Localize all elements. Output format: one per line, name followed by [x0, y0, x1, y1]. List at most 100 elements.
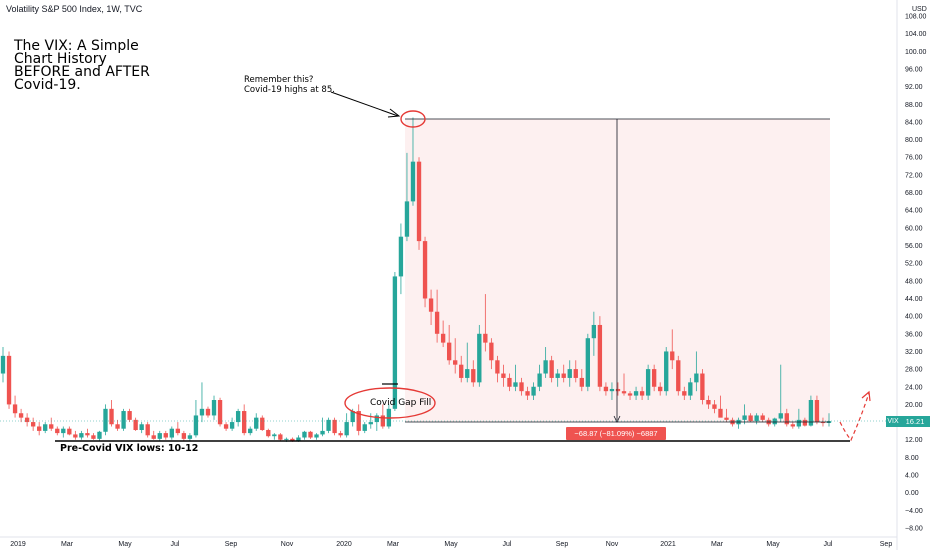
candle-body	[784, 413, 789, 425]
candle-body	[724, 417, 729, 420]
candle-body	[344, 422, 349, 436]
candle-body	[682, 391, 687, 396]
x-tick-label: Sep	[880, 541, 893, 548]
candle-body	[754, 415, 759, 422]
candle-body	[531, 386, 536, 396]
candle-body	[241, 411, 247, 434]
candle-body	[151, 435, 156, 439]
candle-body	[483, 333, 488, 343]
x-tick-label: May	[766, 541, 780, 548]
y-tick-label: 72.00	[905, 172, 923, 179]
x-tick-label: May	[444, 541, 458, 548]
measure-shade	[405, 119, 830, 422]
x-tick-label: 2021	[660, 541, 676, 548]
remember-arrow	[330, 91, 399, 117]
candle-body	[254, 417, 259, 429]
candle-body	[507, 377, 512, 387]
candle-body	[519, 382, 524, 392]
candle-body	[314, 434, 319, 438]
y-tick-label: 52.00	[905, 261, 923, 268]
candle-body	[223, 424, 229, 429]
annotation-gap-fill: Covid Gap Fill	[370, 398, 432, 408]
candle-body	[290, 438, 295, 441]
candle-body	[712, 404, 717, 409]
candle-body	[266, 430, 271, 437]
candle-body	[37, 426, 42, 431]
candle-body	[573, 369, 578, 378]
y-tick-label: 104.00	[905, 31, 927, 38]
y-tick-label: 4.00	[905, 473, 919, 480]
candle-body	[658, 386, 663, 392]
projection-arrowhead	[861, 390, 871, 402]
candle-body	[808, 400, 814, 426]
candle-body	[284, 438, 289, 440]
candle-body	[398, 236, 404, 277]
candle-body	[621, 391, 627, 394]
x-tick-label: Jul	[824, 541, 833, 548]
candle-body	[446, 342, 452, 361]
candle-body	[302, 431, 307, 438]
candle-body	[802, 419, 808, 426]
candle-body	[639, 391, 645, 396]
y-tick-label: 24.00	[905, 384, 923, 391]
candle-body	[115, 424, 120, 429]
y-tick-label: 40.00	[905, 314, 923, 321]
candle-body	[374, 415, 379, 423]
candle-body	[229, 422, 235, 429]
candle-body	[471, 369, 476, 383]
y-tick-label: 68.00	[905, 190, 923, 197]
candle-body	[181, 433, 187, 439]
candle-body	[465, 369, 470, 378]
covid-high-circle	[400, 110, 426, 128]
candle-body	[24, 417, 30, 423]
candle-body	[664, 351, 669, 392]
y-tick-label: 80.00	[905, 137, 923, 144]
candle-body	[627, 393, 633, 396]
candle-body	[748, 415, 753, 422]
gap-fill-circle	[344, 387, 436, 419]
candle-body	[49, 424, 54, 429]
candle-body	[422, 241, 428, 299]
y-tick-label: 36.00	[905, 331, 923, 338]
candle-body	[392, 276, 398, 409]
candle-body	[676, 360, 681, 392]
y-tick-label: 20.00	[905, 402, 923, 409]
candle-body	[760, 415, 765, 420]
candle-body	[440, 333, 446, 343]
y-tick-label: 88.00	[905, 102, 923, 109]
candle-body	[700, 373, 705, 400]
candle-body	[199, 408, 205, 416]
y-tick-label: 48.00	[905, 278, 923, 285]
candle-body	[55, 428, 60, 434]
annotation-remember: Remember this? Covid-19 highs at 85.	[244, 75, 335, 95]
candle-body	[320, 430, 325, 435]
candle-body	[561, 373, 566, 378]
candle-body	[651, 369, 657, 387]
candle-body	[591, 324, 597, 339]
projection-arrow	[839, 392, 870, 442]
measure-label: −68.87 (−81.09%) −6887	[566, 427, 666, 440]
candle-body	[73, 434, 78, 438]
candle-body	[543, 360, 548, 374]
x-tick-label: Mar	[61, 541, 74, 548]
symbol-tag: VIX	[886, 416, 900, 427]
x-tick-label: Sep	[556, 541, 569, 548]
candle-body	[326, 419, 331, 431]
candle-body	[175, 428, 181, 434]
candle-body	[416, 161, 422, 242]
candle-body	[615, 388, 621, 392]
candle-body	[633, 391, 639, 396]
x-tick-label: Mar	[387, 541, 400, 548]
candle-body	[362, 424, 367, 431]
candle-body	[260, 417, 265, 431]
y-tick-label: −8.00	[905, 526, 923, 533]
candle-body	[790, 424, 795, 427]
candle-body	[368, 422, 373, 425]
candle-body	[103, 408, 108, 432]
candle-body	[338, 433, 343, 436]
y-tick-label: 44.00	[905, 296, 923, 303]
x-tick-label: Nov	[606, 541, 619, 548]
time-axis: 2019 Mar May Jul Sep Nov 2020 Mar May Jul Sep Nov 20…	[10, 541, 892, 548]
y-tick-label: 28.00	[905, 367, 923, 374]
